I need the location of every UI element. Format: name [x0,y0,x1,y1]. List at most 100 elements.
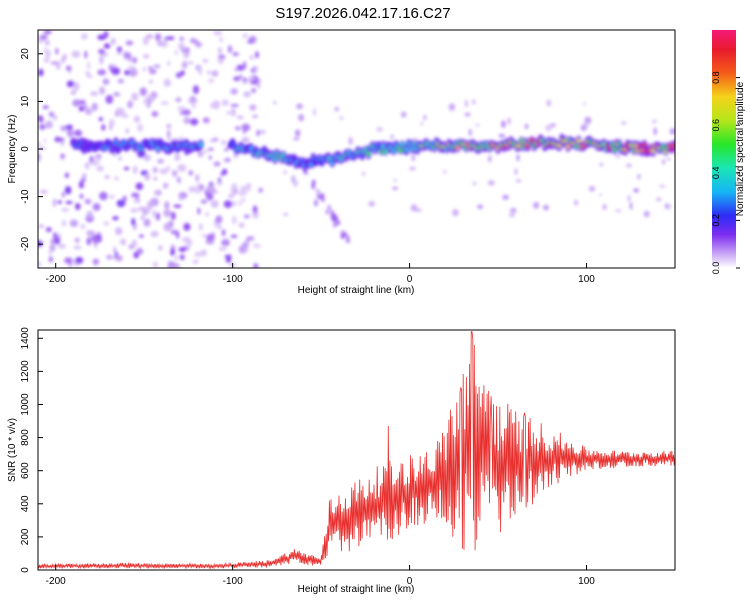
spectrogram-x-ticks: -200 -100 0 100 [46,263,595,285]
spectrogram-cell [152,209,157,219]
spectrogram-cell [221,100,230,106]
spectrogram-cell [92,237,99,246]
spectrogram-cell [202,150,208,154]
spectrogram-cell [58,137,65,142]
spectrogram-cell [86,230,95,238]
spectrogram-cell [225,257,232,263]
spectrogram-cell [221,229,226,237]
spectrogram-cell [39,34,48,40]
spectrogram-cell [137,123,144,132]
spectrogram-cell [158,245,163,251]
spectrogram-cell [477,204,484,210]
spectrogram-cell [86,237,92,246]
spectrogram-cell [189,118,199,126]
spectrogram-cell [241,137,250,143]
spectrogram-cell [671,143,675,149]
spectrogram-cell [498,134,506,138]
spectrogram-cell [127,100,134,109]
snr-x-tick-label: -200 [46,576,66,587]
spectrogram-cell [166,124,172,129]
spectrogram-cell [116,199,126,208]
spectrogram-cell [108,194,115,199]
spectrogram-cell [71,50,81,58]
spectrogram-cell [217,57,224,64]
spectrogram-cell [128,68,138,77]
spectrogram-cell [86,210,94,220]
spectrogram-cell [643,210,650,218]
snr-x-tick-label: 0 [407,576,413,587]
spectrogram-cell [325,209,330,215]
spectrogram-cell [178,195,183,202]
spectrogram-cell [311,179,316,185]
spectrogram-cell [65,200,73,205]
spectrogram-cell [174,153,181,162]
figure-title: S197.2026.042.17.16.C27 [275,5,450,22]
spectrogram-cell [179,111,187,115]
spectrogram-cell [175,97,182,103]
spectrogram-cell [583,102,586,106]
spectrogram-cell [313,199,319,207]
spectrogram-cell [242,33,248,39]
spectrogram-cell [602,204,607,210]
spectrogram-x-tick-label: 0 [407,274,413,285]
spectrogram-cell [150,230,159,238]
spectrogram-cell [516,179,521,183]
spectrogram-cell [238,245,247,254]
spectrogram-cell [205,212,209,217]
spectrogram-cell [179,254,185,260]
spectrogram-cell [210,200,219,208]
spectrogram-cell [192,85,200,95]
spectrogram-cell [101,124,106,131]
spectrogram-cell [304,169,309,175]
spectrogram-cell [152,166,158,174]
spectrogram-cell [60,56,66,64]
spectrogram-cell [669,128,675,135]
spectrogram-cell [516,154,520,162]
spectrogram-cell [117,78,125,84]
spectrogram-cell [341,233,345,239]
spectrogram-cell [249,104,257,111]
spectrogram-cell [143,154,151,162]
spectrogram-cell [84,198,92,205]
spectrogram-cell [38,115,44,124]
spectrogram-cell [99,191,108,201]
spectrogram-cell [383,149,388,155]
spectrogram-cell [135,182,144,191]
spectrogram-cell [234,67,239,72]
spectrogram-cell [295,129,301,137]
spectrogram-cell [242,127,247,135]
spectrogram-cell [218,47,222,54]
spectrogram-cell [332,217,337,223]
spectrogram-cell [197,182,201,191]
spectrogram-cell [298,114,305,122]
spectrogram-cell [114,176,120,181]
spectrogram-cell [123,51,128,60]
spectrogram-cell [183,49,190,59]
snr-y-tick-label: 800 [20,429,31,446]
spectrogram-cell [195,174,200,182]
spectrogram-cell [659,185,666,188]
spectrogram-cell [208,78,215,84]
spectrogram-cell [252,205,258,214]
spectrogram-cell [57,200,62,204]
spectrogram-cell [152,261,158,268]
spectrogram-cell [78,105,85,112]
spectrogram-cell [230,88,238,95]
spectrogram-cell [133,199,141,204]
snr-y-tick-label: 0 [20,567,31,573]
spectrogram-cell [103,30,109,39]
spectrogram-cell [118,156,122,161]
spectrogram-cell [620,121,627,125]
spectrogram-cell [207,147,214,152]
spectrogram-cell [415,208,422,212]
snr-y-ticks: 0 200 400 600 800 1000 1200 1400 [20,327,43,573]
spectrogram-cell [163,209,172,218]
spectrogram-cell [464,99,469,108]
spectrogram-cell [230,103,239,107]
spectrogram-cell [157,158,165,164]
spectrogram-cell [87,75,93,78]
spectrogram-cell [180,70,185,76]
colorbar-gradient [712,30,736,268]
spectrogram-cell [256,84,261,89]
spectrogram-cell [142,66,147,72]
